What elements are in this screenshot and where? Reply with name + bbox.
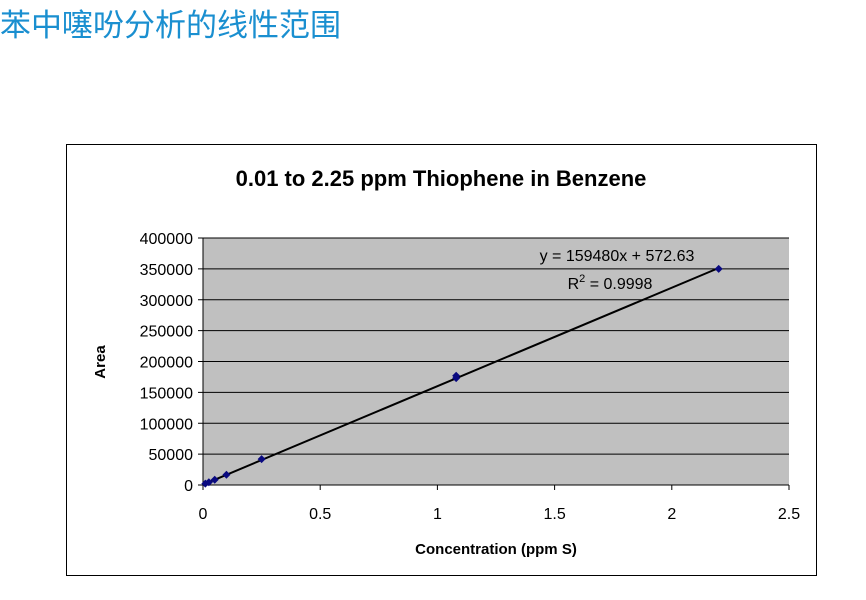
axes	[202, 238, 789, 486]
y-tick-label: 350000	[140, 262, 193, 279]
data-point	[204, 478, 213, 487]
chart-title: 0.01 to 2.25 ppm Thiophene in Benzene	[236, 166, 647, 191]
gridlines	[198, 237, 790, 490]
y-tick-label: 150000	[140, 385, 193, 402]
y-tick-label: 50000	[149, 447, 194, 464]
y-tick-labels: 0 50000 100000 150000 200000 250000 300000 3500…	[140, 231, 193, 495]
slide-title: 苯中噻吩分析的线性范围	[0, 8, 341, 44]
x-axis-label: Concentration (ppm S)	[415, 541, 577, 558]
data-points	[201, 264, 723, 488]
y-tick-label: 400000	[140, 231, 193, 248]
r-squared-symbol: R	[568, 276, 580, 293]
data-point	[257, 455, 266, 464]
y-axis-label: Area	[92, 345, 109, 379]
x-tick-label: 2.5	[778, 506, 800, 523]
y-tick-label: 250000	[140, 324, 193, 341]
r-squared-superscript: 2	[579, 273, 585, 285]
x-tick-label: 1	[433, 506, 442, 523]
x-tick-labels: 0 0.5 1 1.5 2 2.5	[199, 506, 801, 523]
y-tick-label: 200000	[140, 355, 193, 372]
data-point	[714, 264, 723, 273]
trendline	[202, 267, 720, 486]
y-tick-label: 100000	[140, 416, 193, 433]
x-tick-label: 2	[667, 506, 676, 523]
y-tick-label: 300000	[140, 293, 193, 310]
data-point	[210, 475, 219, 484]
r-squared-value: = 0.9998	[585, 276, 652, 293]
r-squared-label: R2 = 0.9998	[568, 273, 653, 293]
x-tick-label: 0.5	[309, 506, 331, 523]
data-point	[222, 470, 231, 479]
trendline-equation: y = 159480x + 572.63	[540, 248, 695, 265]
x-tick-label: 1.5	[543, 506, 565, 523]
y-tick-label: 0	[184, 478, 193, 495]
data-point	[452, 371, 461, 380]
x-tick-label: 0	[199, 506, 208, 523]
